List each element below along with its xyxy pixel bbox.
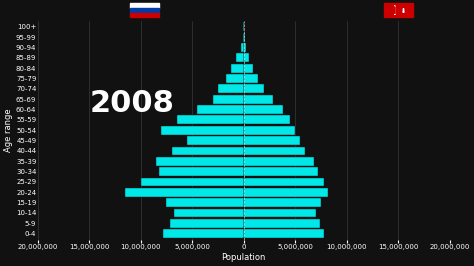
Bar bbox=[130, 8, 159, 13]
Bar bbox=[244, 95, 273, 103]
Bar bbox=[164, 229, 244, 238]
Bar bbox=[166, 198, 244, 207]
Bar bbox=[161, 126, 244, 135]
Bar bbox=[244, 126, 295, 135]
Bar bbox=[244, 157, 314, 166]
Y-axis label: Age range: Age range bbox=[4, 109, 13, 152]
Bar bbox=[237, 53, 244, 62]
Bar bbox=[244, 53, 249, 62]
Bar bbox=[197, 105, 244, 114]
Bar bbox=[384, 3, 412, 18]
Bar bbox=[159, 167, 244, 176]
Bar bbox=[244, 43, 246, 52]
Bar bbox=[244, 219, 320, 228]
Bar bbox=[187, 136, 244, 145]
Bar bbox=[173, 209, 244, 217]
Bar bbox=[177, 115, 244, 124]
Bar bbox=[244, 85, 264, 93]
Bar bbox=[244, 188, 328, 197]
Text: 2008: 2008 bbox=[89, 89, 174, 118]
Bar bbox=[231, 64, 244, 73]
Bar bbox=[244, 147, 305, 155]
Bar bbox=[243, 33, 244, 41]
Bar bbox=[125, 188, 244, 197]
Bar bbox=[244, 167, 318, 176]
Bar bbox=[213, 95, 244, 103]
Bar bbox=[244, 136, 301, 145]
Bar bbox=[241, 43, 244, 52]
X-axis label: Population: Population bbox=[221, 253, 266, 262]
Bar bbox=[244, 178, 324, 186]
Bar bbox=[172, 147, 244, 155]
Bar bbox=[243, 22, 244, 31]
Bar bbox=[244, 229, 324, 238]
Bar bbox=[130, 3, 159, 8]
Bar bbox=[226, 74, 244, 83]
Bar bbox=[244, 209, 316, 217]
Bar bbox=[244, 64, 253, 73]
Bar bbox=[170, 219, 244, 228]
Bar bbox=[244, 74, 258, 83]
Bar bbox=[244, 115, 290, 124]
Bar bbox=[244, 198, 321, 207]
Bar bbox=[218, 85, 244, 93]
Bar bbox=[244, 33, 245, 41]
Bar bbox=[244, 105, 283, 114]
Bar bbox=[141, 178, 244, 186]
Bar bbox=[156, 157, 244, 166]
Bar bbox=[130, 13, 159, 18]
